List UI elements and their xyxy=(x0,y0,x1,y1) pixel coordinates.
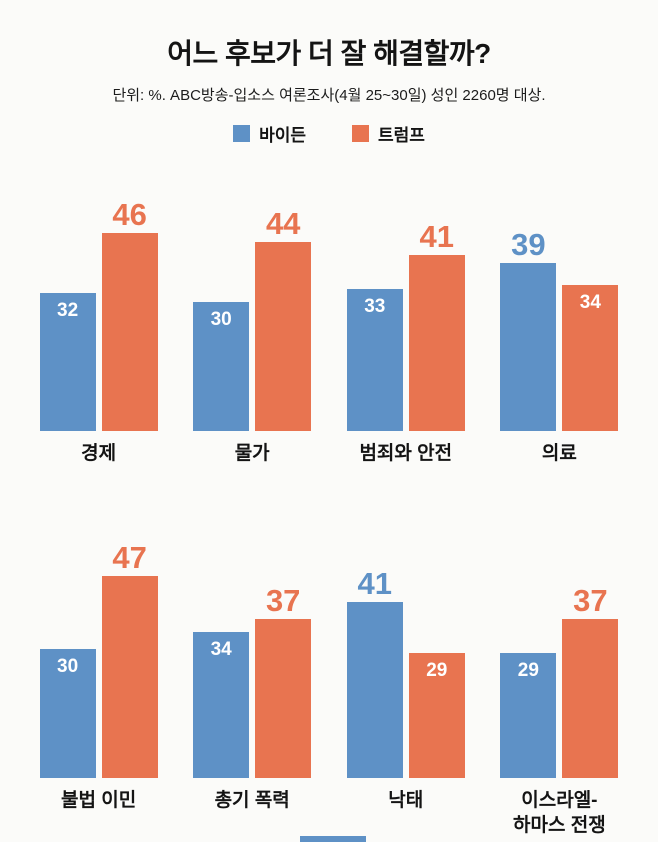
bar-value-label: 30 xyxy=(57,656,79,677)
bar-value-label: 39 xyxy=(511,227,546,262)
bar-pair: 41 29 xyxy=(346,533,465,778)
biden-bar: 41 xyxy=(346,568,403,778)
bar-pair: 30 47 xyxy=(39,533,158,778)
trump-bar: 37 xyxy=(255,585,312,778)
category-label: 물가 xyxy=(234,443,270,464)
legend-item-trump: 트럼프 xyxy=(352,121,425,146)
trump-bar: 29 xyxy=(408,653,465,778)
legend: 바이든 트럼프 xyxy=(0,121,658,146)
biden-bar: 34 xyxy=(193,632,250,778)
bar-value-label: 47 xyxy=(112,540,147,575)
trump-color-swatch xyxy=(352,125,369,142)
bar-group: 30 44 물가 xyxy=(183,186,321,467)
legend-label-biden: 바이든 xyxy=(259,126,306,145)
bar-group: 39 34 의료 xyxy=(490,186,628,467)
bar-value-label: 34 xyxy=(579,292,601,313)
bar-value-label: 37 xyxy=(265,583,301,618)
trump-bar: 34 xyxy=(562,285,619,431)
page-title: 어느 후보가 더 잘 해결할까? xyxy=(167,38,491,69)
bar-group: 29 37 이스라엘- 하마스 전쟁 xyxy=(490,533,628,838)
bar-group: 41 29 낙태 xyxy=(337,533,475,838)
bar-value-label: 34 xyxy=(210,639,232,660)
trump-bar: 46 xyxy=(101,199,158,431)
category-label: 범죄와 안전 xyxy=(359,443,453,464)
bar-value-label: 32 xyxy=(57,300,79,321)
biden-bar: 32 xyxy=(39,293,96,431)
bar-pair: 30 44 xyxy=(193,186,312,431)
bar-pair: 34 37 xyxy=(193,533,312,778)
biden-bar: 30 xyxy=(39,649,96,778)
bar-value-label: 29 xyxy=(517,660,539,681)
bar-pair: 39 34 xyxy=(500,186,619,431)
bar-value-label: 46 xyxy=(112,197,147,232)
category-label: 낙태 xyxy=(388,790,424,811)
bar-value-label: 29 xyxy=(426,660,448,681)
category-label: 총기 폭력 xyxy=(214,790,290,811)
bar-value-label: 33 xyxy=(364,296,386,317)
bar-pair: 32 46 xyxy=(39,186,158,431)
chart-header: 어느 후보가 더 잘 해결할까? 단위: %. ABC방송-입소스 여론조사(4… xyxy=(0,0,658,146)
biden-color-swatch xyxy=(233,125,251,142)
chart-row-1: 32 46 경제 30 44 물가 33 41 범죄와 안전 39 34 의료 xyxy=(0,186,658,467)
trump-bar: 41 xyxy=(408,221,465,431)
trump-bar: 37 xyxy=(562,585,619,778)
bar-value-label: 30 xyxy=(210,309,232,330)
category-label: 이스라엘- 하마스 전쟁 xyxy=(513,790,606,836)
bar-value-label: 41 xyxy=(357,566,393,601)
biden-bar: 39 xyxy=(500,229,557,431)
chart-subtitle: 단위: %. ABC방송-입소스 여론조사(4월 25~30일) 성인 2260… xyxy=(112,87,546,104)
trump-bar: 47 xyxy=(101,542,158,778)
biden-bar: 29 xyxy=(500,653,557,778)
bar-pair: 33 41 xyxy=(346,186,465,431)
trump-bar: 44 xyxy=(255,208,312,431)
bar-group: 32 46 경제 xyxy=(30,186,168,467)
biden-bar: 33 xyxy=(346,289,403,431)
bar-group: 30 47 불법 이민 xyxy=(30,533,168,838)
bar-group: 33 41 범죄와 안전 xyxy=(337,186,475,467)
bar-group: 34 37 총기 폭력 xyxy=(183,533,321,838)
chart-row-2: 30 47 불법 이민 34 37 총기 폭력 41 29 낙태 29 37 이스라엘- 하마스 전쟁 xyxy=(0,533,658,838)
category-label: 불법 이민 xyxy=(60,790,137,811)
biden-bar: 30 xyxy=(193,302,250,431)
bar-value-label: 41 xyxy=(419,219,455,254)
legend-item-biden: 바이든 xyxy=(233,121,306,146)
cropped-bar-fragment xyxy=(300,836,366,842)
category-label: 경제 xyxy=(81,443,117,464)
bar-value-label: 37 xyxy=(573,583,608,618)
legend-label-trump: 트럼프 xyxy=(378,126,425,145)
category-label: 의료 xyxy=(541,443,577,464)
bar-pair: 29 37 xyxy=(500,533,619,778)
bar-value-label: 44 xyxy=(265,206,301,241)
